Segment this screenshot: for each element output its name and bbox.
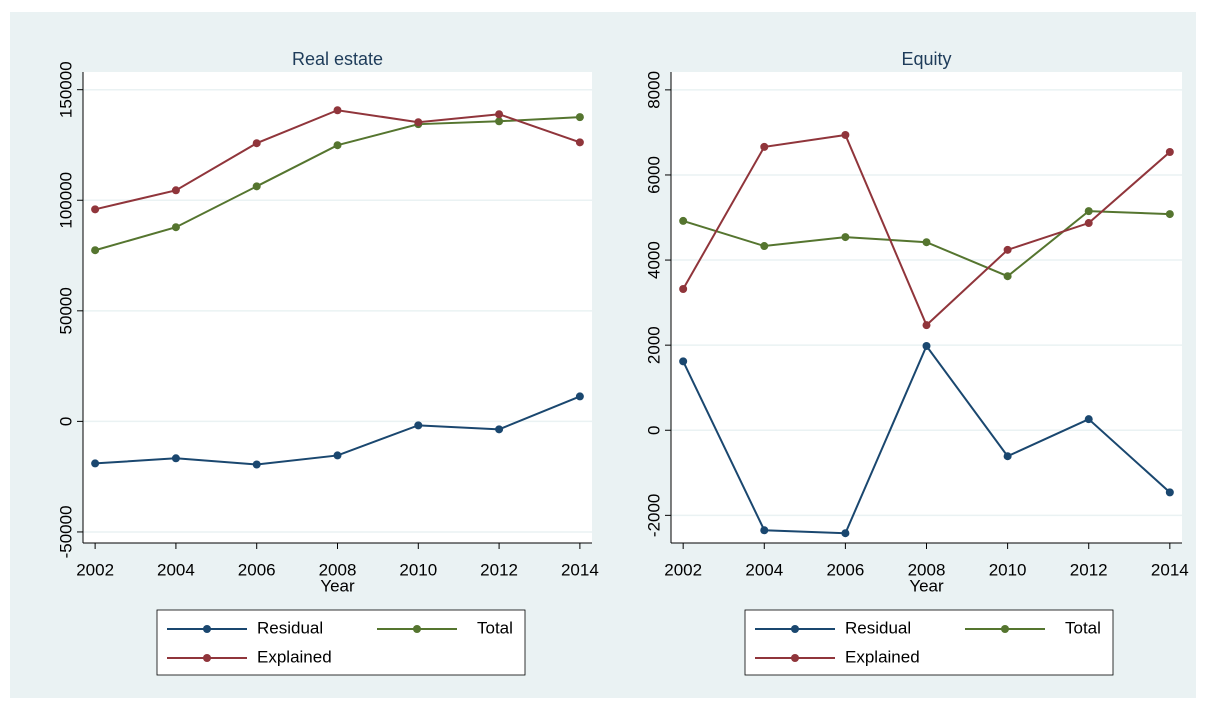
legend-marker <box>203 625 211 633</box>
point <box>841 529 850 538</box>
y-tick-label: 150000 <box>56 61 75 118</box>
point <box>495 110 504 119</box>
point <box>760 242 769 251</box>
panel: Real estate -50000 0 50000 100000 150000 2002 2… <box>56 49 599 676</box>
point <box>333 141 342 150</box>
x-tick-label: 2006 <box>826 560 864 579</box>
point <box>1084 415 1093 424</box>
chart-title: Real estate <box>292 49 383 69</box>
point <box>1084 219 1093 228</box>
legend <box>156 609 526 676</box>
panel: Equity -2000 0 2000 4000 6000 8000 2002 2004 2006… <box>644 49 1189 676</box>
x-tick-label: 2010 <box>989 560 1027 579</box>
point <box>91 459 100 468</box>
x-tick-label: 2002 <box>76 560 114 579</box>
point <box>679 357 688 366</box>
point <box>1165 147 1174 156</box>
x-tick-label: 2002 <box>664 560 702 579</box>
plot-area <box>671 72 1182 543</box>
point <box>679 216 688 225</box>
legend-label: Explained <box>257 647 332 666</box>
point <box>679 284 688 293</box>
x-tick-label: 2014 <box>1151 560 1189 579</box>
point <box>575 138 584 147</box>
point <box>575 113 584 122</box>
legend-label: Total <box>1065 618 1101 637</box>
legend-label: Residual <box>845 618 911 637</box>
point <box>414 421 423 430</box>
x-tick-label: 2006 <box>238 560 276 579</box>
y-tick-label: 8000 <box>644 71 663 109</box>
x-tick-label: 2008 <box>319 560 357 579</box>
point <box>333 451 342 460</box>
x-tick-label: 2012 <box>480 560 518 579</box>
plot-area <box>83 72 592 543</box>
legend-label: Explained <box>845 647 920 666</box>
y-tick-label: 6000 <box>644 156 663 194</box>
legend-marker <box>791 654 799 662</box>
chart-title: Equity <box>901 49 951 69</box>
legend-marker <box>1001 625 1009 633</box>
point <box>171 223 180 232</box>
point <box>1084 207 1093 216</box>
x-tick-label: 2012 <box>1070 560 1108 579</box>
point <box>922 238 931 247</box>
x-tick-label: 2004 <box>745 560 783 579</box>
x-tick-label: 2008 <box>908 560 946 579</box>
legend-marker <box>203 654 211 662</box>
point <box>495 425 504 434</box>
point <box>333 106 342 115</box>
point <box>91 246 100 255</box>
point <box>495 117 504 126</box>
y-tick-label: -50000 <box>56 505 75 558</box>
legend-label: Total <box>477 618 513 637</box>
legend-label: Residual <box>257 618 323 637</box>
point <box>171 454 180 463</box>
point <box>414 118 423 127</box>
point <box>1003 245 1012 254</box>
point <box>841 233 850 242</box>
y-tick-label: 0 <box>644 426 663 435</box>
point <box>922 321 931 330</box>
point <box>91 205 100 214</box>
y-tick-label: 4000 <box>644 241 663 279</box>
y-tick-label: 2000 <box>644 326 663 364</box>
legend <box>744 609 1114 676</box>
x-axis-title: Year <box>320 576 355 595</box>
y-tick-label: 100000 <box>56 172 75 229</box>
x-axis-title: Year <box>909 576 944 595</box>
point <box>841 130 850 139</box>
y-tick-label: 50000 <box>56 287 75 334</box>
point <box>760 526 769 535</box>
point <box>1003 452 1012 461</box>
point <box>252 139 261 148</box>
point <box>575 392 584 401</box>
x-tick-label: 2014 <box>561 560 599 579</box>
point <box>1165 488 1174 497</box>
legend-marker <box>791 625 799 633</box>
point <box>922 342 931 351</box>
point <box>1165 210 1174 219</box>
point <box>252 460 261 469</box>
point <box>252 182 261 191</box>
point <box>1003 272 1012 281</box>
point <box>760 142 769 151</box>
point <box>171 186 180 195</box>
x-tick-label: 2004 <box>157 560 195 579</box>
y-tick-label: 0 <box>56 417 75 426</box>
legend-marker <box>413 625 421 633</box>
x-tick-label: 2010 <box>399 560 437 579</box>
y-tick-label: -2000 <box>644 494 663 537</box>
